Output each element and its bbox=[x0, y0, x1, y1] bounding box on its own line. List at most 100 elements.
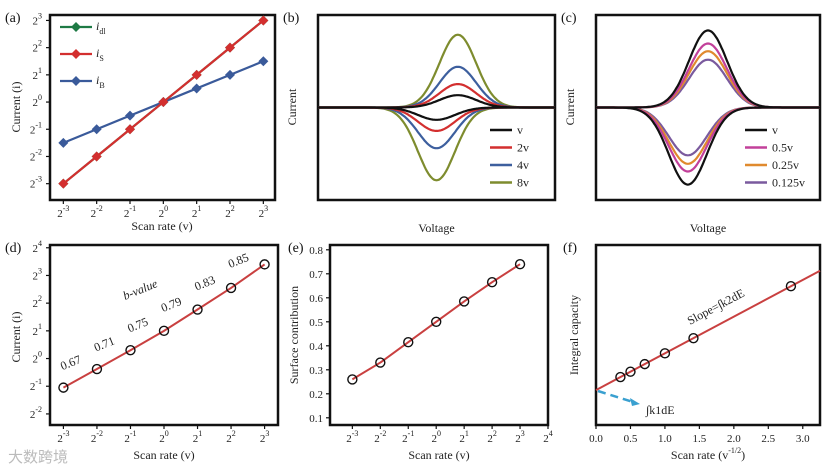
panel-d-x-tick-label: 20 bbox=[159, 429, 169, 445]
panel-c-x-axis-label: Voltage bbox=[690, 221, 726, 235]
panel-a-marker-i_B bbox=[125, 110, 135, 121]
panel-d-y-tick-label: 21 bbox=[33, 322, 43, 338]
panel-d-b-value-label: 0.67 bbox=[58, 352, 83, 373]
panel-a-marker-i_S bbox=[225, 42, 235, 53]
panel-a-y-tick-label: 2-1 bbox=[30, 120, 42, 136]
panel-a-legend-marker bbox=[71, 22, 81, 32]
panel-f-data-point bbox=[639, 358, 650, 370]
watermark: 大数跨境 bbox=[8, 448, 68, 466]
panel-d-b-value-label: 0.85 bbox=[226, 250, 251, 271]
panel-a-x-tick-label: 22 bbox=[225, 204, 235, 220]
panel-f-x-tick-label: 0.5 bbox=[624, 433, 638, 445]
panel-c-y-axis-label: Current bbox=[563, 88, 577, 125]
panel-f-data-point bbox=[688, 332, 699, 344]
panel-c-anodic-curve-0.125v bbox=[596, 58, 820, 109]
panel-d-data-point bbox=[259, 259, 270, 270]
panel-e-data-point bbox=[375, 357, 386, 368]
panel-e-y-tick-label: 0.2 bbox=[309, 389, 323, 401]
panel-f-x-tick-label: 2.0 bbox=[727, 433, 741, 445]
panel-a-axes-box bbox=[48, 13, 277, 202]
panel-c-legend-label: 0.125v bbox=[772, 176, 805, 190]
panel-f-axes-box bbox=[594, 243, 822, 427]
panel-d-b-value-label: 0.71 bbox=[92, 334, 117, 355]
panel-f-intercept-arrow bbox=[597, 389, 634, 404]
panel-e-x-tick-label: 23 bbox=[515, 429, 525, 445]
panel-b-legend-label: 4v bbox=[517, 158, 529, 172]
panel-d-x-tick-label: 23 bbox=[260, 429, 270, 445]
panel-f-fit-line bbox=[595, 269, 821, 391]
panel-e-y-tick-label: 0.3 bbox=[309, 365, 323, 377]
panel-e-x-tick-label: 20 bbox=[431, 429, 441, 445]
panel-a-x-tick-label: 2-2 bbox=[91, 204, 103, 220]
panel-a-y-tick-label: 21 bbox=[33, 66, 43, 82]
panel-e-y-tick-label: 0.4 bbox=[309, 341, 323, 353]
panel-f-x-tick-label: 0.0 bbox=[589, 433, 603, 445]
panel-a-marker-i_S bbox=[58, 178, 69, 189]
panel-a-y-axis-label: Current (i) bbox=[9, 82, 23, 133]
panel-d-x-tick-label: 2-1 bbox=[124, 429, 136, 445]
panel-f-data-point bbox=[659, 348, 671, 359]
panel-e-x-tick-label: 22 bbox=[487, 429, 497, 445]
panel-f-x-tick-label: 2.5 bbox=[761, 433, 775, 445]
panel-b-cathodic-curve-v bbox=[318, 106, 555, 121]
panel-e-y-tick-label: 0.8 bbox=[309, 245, 323, 257]
panel-c-anodic-curve-0.5v bbox=[596, 42, 820, 109]
panel-d-y-tick-label: 2-1 bbox=[30, 377, 42, 393]
panel-f-label: (f) bbox=[563, 241, 577, 256]
panel-e-x-tick-label: 2-1 bbox=[402, 429, 414, 445]
panel-f-slope-annotation: Slope=∫k2dE bbox=[685, 286, 747, 328]
panel-c-cathodic-curve-v bbox=[596, 106, 820, 186]
panel-c-legend-label: v bbox=[772, 123, 778, 137]
panel-f-intercept-annotation: ∫k1dE bbox=[645, 403, 675, 417]
panel-e-data-point bbox=[514, 259, 526, 270]
panel-d-x-tick-label: 21 bbox=[193, 429, 203, 445]
panel-a-marker-i_S bbox=[91, 151, 102, 162]
panel-b-legend-label: 8v bbox=[517, 176, 529, 190]
panel-e-y-tick-label: 0.5 bbox=[309, 317, 323, 329]
panel-a-marker-i_B bbox=[91, 124, 102, 135]
panel-d-y-tick-label: 24 bbox=[33, 239, 43, 255]
panel-d-fit-line bbox=[62, 263, 266, 389]
panel-d-y-tick-label: 22 bbox=[33, 294, 43, 310]
panel-a-x-tick-label: 23 bbox=[259, 204, 269, 220]
panel-d-annotation: b-value bbox=[121, 276, 160, 303]
panel-f-x-axis-label: Scan rate (v-1/2) bbox=[671, 446, 745, 462]
panel-e-fit-line bbox=[351, 263, 521, 381]
panel-e-y-tick-label: 0.6 bbox=[309, 293, 323, 305]
panel-d-y-tick-label: 2-2 bbox=[30, 405, 42, 421]
panel-a-marker-i_B bbox=[258, 56, 269, 67]
panel-c-label: (c) bbox=[561, 11, 577, 26]
panel-e-label: (e) bbox=[288, 241, 304, 256]
panel-a-marker-i_B bbox=[225, 69, 235, 80]
panel-e-x-axis-label: Scan rate (v) bbox=[408, 448, 469, 462]
panel-c-legend-label: 0.25v bbox=[772, 158, 799, 172]
panel-d-x-tick-label: 2-2 bbox=[91, 429, 103, 445]
panel-f-x-tick-label: 1.0 bbox=[658, 433, 672, 445]
panel-a-x-axis-label: Scan rate (v) bbox=[131, 219, 192, 233]
panel-f-data-point bbox=[625, 366, 636, 377]
panel-d-y-axis-label: Current (i) bbox=[9, 312, 23, 363]
panel-b-label: (b) bbox=[283, 11, 300, 26]
panel-e-x-tick-label: 21 bbox=[459, 429, 469, 445]
panel-e-x-tick-label: 24 bbox=[543, 429, 553, 445]
panel-d-y-tick-label: 20 bbox=[33, 350, 43, 366]
panel-e-data-point bbox=[347, 374, 358, 385]
panel-d-data-point bbox=[125, 345, 136, 356]
panel-d-x-tick-label: 2-3 bbox=[57, 429, 69, 445]
panel-a-x-tick-label: 2-1 bbox=[124, 204, 136, 220]
panel-b-y-axis-label: Current bbox=[285, 88, 299, 125]
panel-d-y-tick-label: 23 bbox=[33, 266, 43, 282]
panel-f-y-axis-label: Integral capacity bbox=[567, 295, 581, 375]
panel-a-marker-i_B bbox=[58, 137, 69, 148]
panel-e-y-tick-label: 0.1 bbox=[309, 413, 323, 425]
panel-b-legend-label: 2v bbox=[517, 141, 529, 155]
panel-b-anodic-curve-v bbox=[318, 94, 555, 109]
panel-a-legend-marker bbox=[71, 49, 81, 59]
panel-e-axes-box bbox=[328, 243, 550, 427]
panel-e-data-point bbox=[403, 337, 414, 348]
panel-d-x-tick-label: 22 bbox=[226, 429, 236, 445]
panel-e-x-tick-label: 2-2 bbox=[374, 429, 386, 445]
panel-c-anodic-curve-v bbox=[596, 29, 820, 109]
panel-a-y-tick-label: 2-2 bbox=[30, 147, 42, 163]
